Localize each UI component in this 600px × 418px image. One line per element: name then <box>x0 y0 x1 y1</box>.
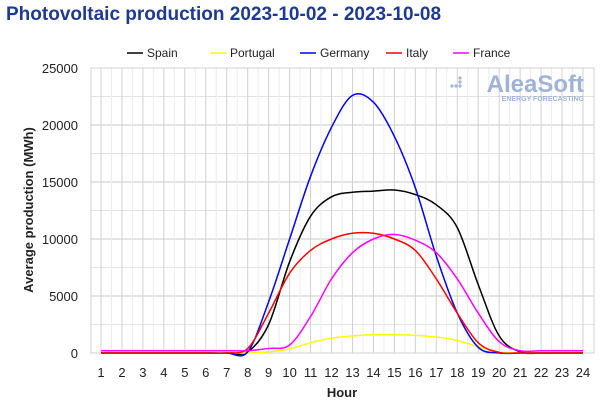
y-tick-label: 15000 <box>42 175 78 190</box>
x-tick-label: 11 <box>304 365 318 380</box>
x-tick-label: 24 <box>576 365 590 380</box>
x-tick-label: 16 <box>408 365 422 380</box>
legend-label-italy: Italy <box>406 46 428 60</box>
x-tick-label: 10 <box>282 365 296 380</box>
legend-label-portugal: Portugal <box>230 46 275 60</box>
x-tick-label: 8 <box>244 365 251 380</box>
x-tick-label: 9 <box>265 365 272 380</box>
logo-dot-icon <box>450 84 454 88</box>
x-tick-label: 20 <box>492 365 506 380</box>
watermark-subtitle: ENERGY FORECASTING <box>502 96 585 103</box>
x-tick-label: 22 <box>534 365 548 380</box>
y-tick-label: 10000 <box>42 232 78 247</box>
x-tick-label: 13 <box>345 365 359 380</box>
logo-dot-icon <box>458 84 462 88</box>
y-tick-label: 0 <box>71 346 78 361</box>
x-tick-label: 3 <box>139 365 146 380</box>
watermark-logo: AleaSoft <box>487 71 584 98</box>
x-tick-label: 5 <box>181 365 188 380</box>
x-tick-label: 23 <box>555 365 569 380</box>
x-tick-label: 21 <box>513 365 527 380</box>
y-tick-label: 20000 <box>42 118 78 133</box>
x-tick-label: 15 <box>387 365 401 380</box>
x-tick-label: 19 <box>471 365 485 380</box>
x-tick-label: 6 <box>202 365 209 380</box>
y-axis-label: Average production (MWh) <box>21 127 36 293</box>
x-tick-label: 4 <box>160 365 167 380</box>
x-axis-label: Hour <box>327 385 357 400</box>
logo-dot-icon <box>454 84 458 88</box>
legend-label-france: France <box>473 46 511 60</box>
series-line-italy <box>101 231 583 355</box>
logo-dot-icon <box>458 76 462 80</box>
x-tick-label: 17 <box>429 365 443 380</box>
y-tick-label: 25000 <box>42 61 78 76</box>
chart-title: Photovoltaic production 2023-10-02 - 202… <box>6 4 442 25</box>
x-tick-label: 7 <box>223 365 230 380</box>
plot-border <box>90 67 595 354</box>
y-tick-label: 5000 <box>49 289 78 304</box>
x-tick-label: 14 <box>366 365 380 380</box>
x-tick-label: 1 <box>97 365 104 380</box>
logo-dot-icon <box>458 80 462 84</box>
x-tick-label: 12 <box>324 365 338 380</box>
series-line-france <box>100 233 583 353</box>
legend-label-spain: Spain <box>147 46 178 60</box>
x-tick-label: 2 <box>118 365 125 380</box>
x-tick-label: 18 <box>450 365 464 380</box>
legend-label-germany: Germany <box>320 46 369 60</box>
